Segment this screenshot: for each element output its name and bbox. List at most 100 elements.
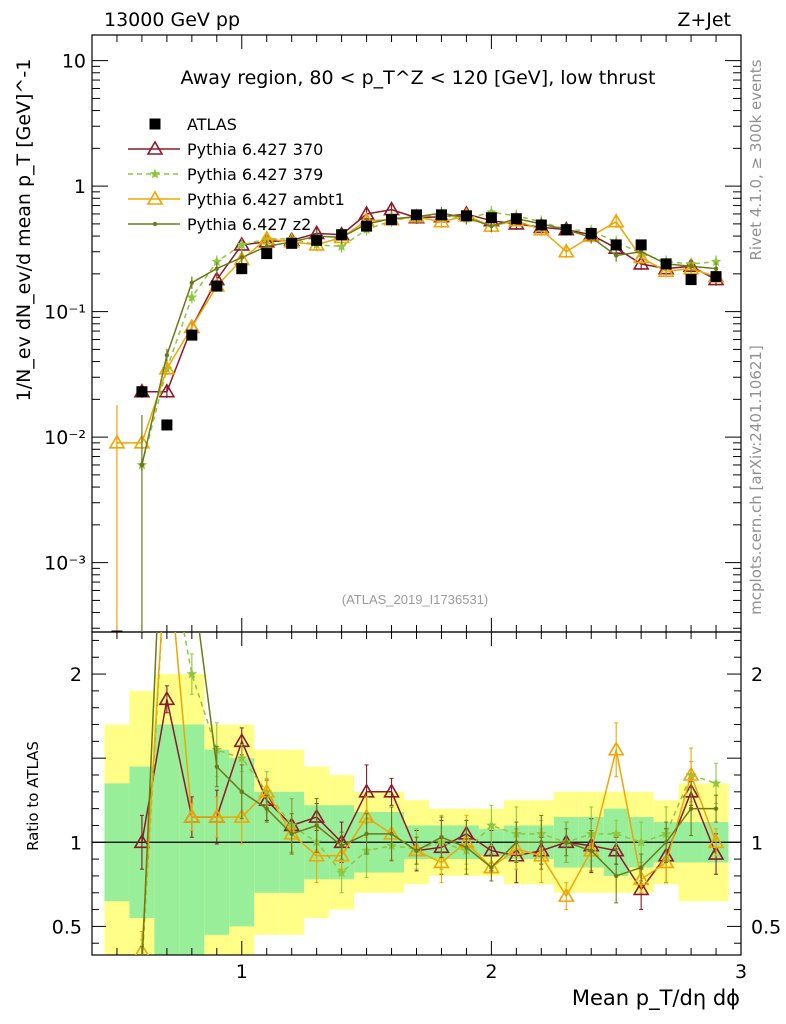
header-process-label: Z+Jet [677,9,731,31]
ratio-marker [707,833,725,849]
rivet-version-label: Rivet 4.1.0, ≥ 300k events [747,59,765,260]
ratio-marker [638,865,644,870]
ratio-band-inner [154,724,180,955]
legend-item: Pythia 6.427 ambt1 [128,190,345,209]
series-marker [710,256,722,267]
data-marker [161,419,173,431]
ratio-marker [158,690,176,706]
series-marker [158,383,176,398]
legend-marker [146,140,164,155]
ratio-marker [632,870,650,886]
series-line [117,215,717,444]
x-tick-label: 3 [735,961,747,983]
series-marker [164,352,170,358]
legend-item: Pythia 6.427 379 [128,165,323,184]
ratio-marker [589,848,594,853]
data-marker [411,209,422,221]
legend-item: Pythia 6.427 z2 [128,215,311,234]
data-marker [261,248,273,260]
series-marker [433,213,450,228]
series-marker [613,253,619,258]
ratio-pythia-6-427-z2 [139,571,719,969]
ratio-marker [162,534,172,544]
legend-marker [149,118,161,130]
ratio-marker [214,764,220,769]
series-marker [189,280,195,285]
series-marker [713,266,719,271]
ratio-marker [632,880,650,896]
ratio-tick-label: 1 [70,832,82,854]
data-marker [710,271,722,283]
data-marker [610,239,622,251]
data-marker [435,209,447,221]
ratio-marker [133,833,151,849]
ratio-marker [314,823,319,828]
ratio-marker [663,840,669,845]
y-tick-label: 10⁻² [44,427,86,449]
x-tick-label: 1 [236,961,248,983]
ratio-marker [190,571,194,575]
ratio-marker [464,845,469,850]
series-marker [557,243,575,258]
data-marker [635,239,647,251]
ratio-marker [383,783,400,798]
legend-label: Pythia 6.427 370 [187,140,323,159]
ratio-band-inner [179,724,205,955]
legend-marker [152,221,158,227]
legend: ATLAS Pythia 6.427 370 Pythia 6.427 379 Pyt… [128,115,345,234]
ratio-marker [140,965,144,969]
data-marker [485,212,497,224]
series-marker [607,213,625,228]
series-marker [211,256,222,267]
series-marker [264,244,269,249]
main-series-group [108,201,725,632]
data-marker [336,229,348,241]
ratio-bands [104,674,729,955]
ratio-marker [183,808,201,823]
ratio-marker [264,806,269,811]
data-marker [535,219,547,231]
ratio-marker [613,873,619,879]
series-marker [486,206,497,217]
series-marker [688,264,694,269]
series-line [141,211,717,466]
ratio-marker [186,668,198,679]
ratio-marker [336,867,347,877]
legend-marker [149,168,161,179]
ratio-marker [439,835,444,840]
series-marker [489,223,494,229]
mcplots-label: mcplots.cern.ch [arXiv:2401.10621] [747,345,765,615]
x-axis-label: Mean p_T/dη dϕ [572,986,740,1011]
x-tick-label: 2 [485,961,497,983]
y-tick-label: 10 [62,51,86,73]
series-marker [186,291,198,302]
ratio-marker [489,865,494,870]
data-marker [286,237,298,249]
series-marker [214,266,220,271]
legend-label: Pythia 6.427 ambt1 [187,190,345,209]
ratio-tick-label: 0.5 [52,916,82,938]
series-marker [236,239,247,250]
ratio-marker [289,831,294,837]
ratio-tick-label: 2 [70,664,82,686]
series-marker [158,360,176,375]
ratio-marker [333,847,351,862]
header-collision-label: 13000 GeV pp [104,9,240,31]
ratio-marker [607,741,625,756]
data-marker [236,263,248,275]
ratio-tick-label: 1 [751,832,763,854]
data-marker [186,329,198,341]
ratio-tick-label: 0.5 [751,916,781,938]
ratio-marker [564,840,569,845]
ratio-marker [635,836,647,847]
ratio-marker [611,828,622,839]
y-tick-label: 10⁻¹ [44,302,86,324]
ratio-marker [389,831,394,837]
legend-item: Pythia 6.427 370 [128,140,323,159]
series-atlas [111,209,722,632]
ratio-marker [364,831,369,837]
legend-label: Pythia 6.427 z2 [187,215,311,234]
data-marker [311,234,323,246]
analysis-id-label: (ATLAS_2019_I1736531) [342,592,488,607]
